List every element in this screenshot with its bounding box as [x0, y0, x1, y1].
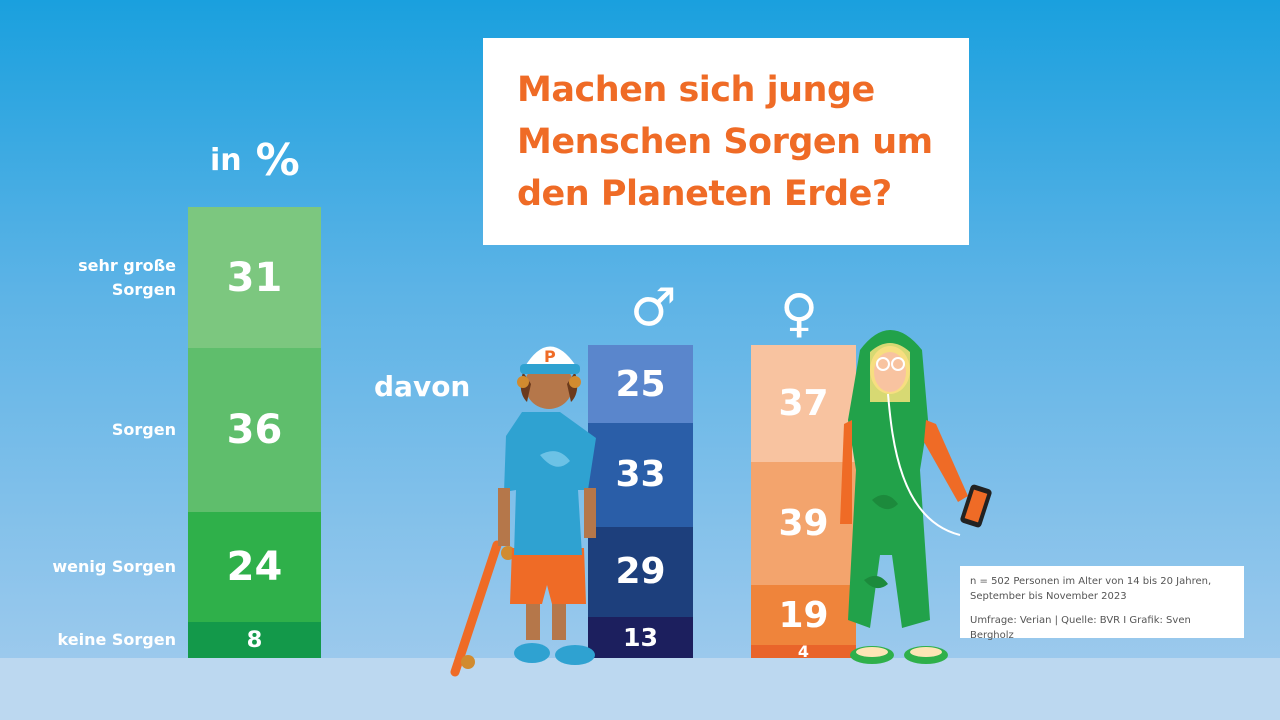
title-line-1: Machen sich junge: [517, 70, 875, 110]
title-box: Machen sich junge Menschen Sorgen um den…: [483, 38, 969, 245]
total-bar-segment-3: 24: [188, 512, 321, 622]
male-value-label: 33: [615, 454, 666, 496]
category-label-line: wenig Sorgen: [52, 556, 176, 576]
female-value-label: 39: [778, 503, 829, 545]
davon-label: davon: [374, 370, 471, 403]
total-bar-segment-4: 8: [188, 621, 321, 658]
unit-label: in%: [210, 135, 300, 186]
unit-in: in: [210, 143, 242, 178]
category-label: wenig Sorgen: [52, 555, 176, 579]
svg-text:P: P: [544, 347, 556, 366]
total-bar-segment-2: 36: [188, 348, 321, 513]
chart-title: Machen sich junge Menschen Sorgen um den…: [517, 64, 933, 220]
ground-strip: [0, 658, 1280, 720]
total-value-label: 31: [226, 254, 283, 301]
male-value-label: 13: [622, 623, 659, 653]
male-value-label: 29: [615, 551, 666, 593]
total-value-label: 8: [246, 626, 263, 653]
male-symbol-icon: ♂: [630, 278, 677, 338]
source-note: n = 502 Personen im Alter von 14 bis 20 …: [960, 566, 1244, 641]
title-line-3: den Planeten Erde?: [517, 174, 892, 214]
male-bar-segment-4: 13: [588, 617, 693, 658]
total-value-label: 24: [226, 543, 283, 590]
category-label: keine Sorgen: [58, 628, 176, 652]
total-bar-segment-1: 31: [188, 207, 321, 349]
female-value-label: 37: [778, 382, 829, 424]
male-value-label: 25: [615, 363, 666, 405]
male-bar-segment-2: 33: [588, 423, 693, 527]
female-bar-segment-4: 4: [751, 642, 856, 662]
note-line-2: September bis November 2023: [970, 591, 1127, 602]
category-label: Sorgen: [112, 418, 176, 442]
note-line-1: n = 502 Personen im Alter von 14 bis 20 …: [970, 576, 1212, 587]
category-label-line: keine Sorgen: [57, 629, 176, 649]
female-value-label: 4: [797, 642, 810, 662]
category-label-line: sehr große: [78, 255, 176, 275]
note-source: Umfrage: Verian | Quelle: BVR I Grafik: …: [970, 615, 1191, 641]
title-line-2: Menschen Sorgen um: [517, 122, 933, 162]
female-bar-segment-3: 19: [751, 585, 856, 646]
total-value-label: 36: [226, 407, 283, 454]
female-bar-segment-1: 37: [751, 345, 856, 462]
female-value-label: 19: [778, 594, 829, 636]
category-label-line: Sorgen: [111, 420, 176, 440]
category-label: sehr große Sorgen: [78, 254, 176, 302]
male-bar-segment-3: 29: [588, 526, 693, 618]
unit-percent: %: [255, 135, 300, 186]
category-label-line: Sorgen: [111, 279, 176, 299]
female-bar-segment-2: 39: [751, 461, 856, 586]
male-bar-segment-1: 25: [588, 345, 693, 424]
female-symbol-icon: ♀: [780, 284, 819, 344]
